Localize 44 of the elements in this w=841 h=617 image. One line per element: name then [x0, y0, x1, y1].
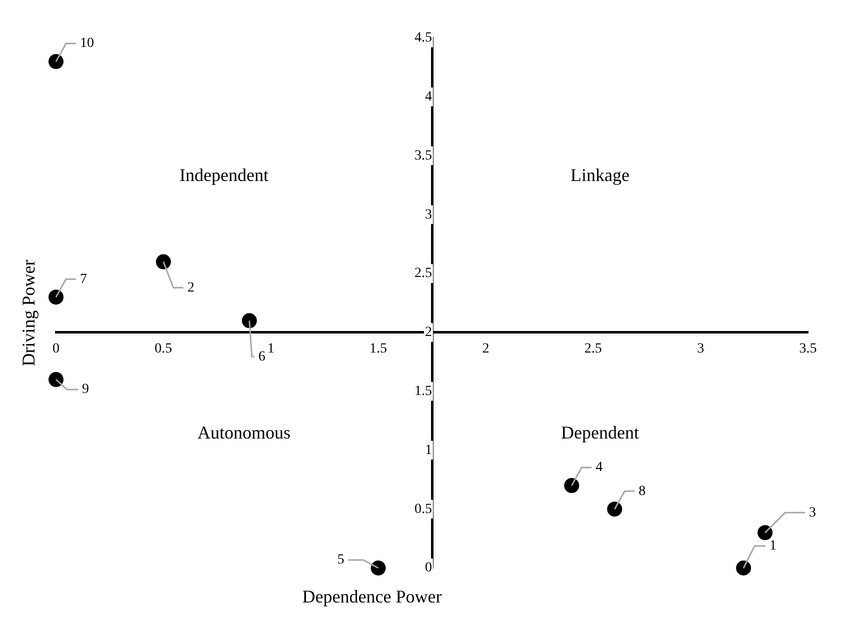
x-axis-title: Dependence Power — [302, 586, 442, 607]
series-label: 1 — [770, 538, 777, 554]
series-label: 7 — [80, 272, 87, 287]
x-tick-label: 3.5 — [799, 342, 817, 357]
point — [607, 502, 622, 517]
y-tick-label: 4 — [425, 90, 432, 105]
point — [48, 372, 64, 388]
x-tick-label: 1.5 — [370, 342, 388, 357]
series-label: 6 — [258, 349, 266, 364]
series-label: 9 — [82, 382, 89, 398]
annotation: Independent — [180, 165, 268, 186]
point — [564, 478, 580, 494]
y-tick-label: 3 — [425, 207, 432, 222]
series-label: 8 — [638, 484, 646, 499]
series-label: 4 — [596, 460, 603, 476]
y-tick-label: 3.5 — [414, 148, 432, 164]
y-axis-title: Driving Power — [18, 260, 39, 366]
y-tick-label: 2 — [425, 325, 432, 340]
series-label: 10 — [80, 36, 94, 52]
y-tick-label: 1.5 — [414, 384, 432, 400]
y-tick-label: 0.5 — [414, 502, 432, 517]
point — [370, 560, 386, 576]
x-tick-label: 0 — [52, 342, 60, 357]
x-tick-label: 0.5 — [154, 342, 172, 357]
y-tick-label: 0 — [425, 560, 432, 576]
point — [242, 313, 257, 328]
text: 3 — [809, 505, 816, 520]
y-tick-label: 1 — [425, 442, 432, 458]
y-tick-label: 4.5 — [414, 30, 432, 46]
series-label: 2 — [187, 280, 194, 296]
y-tick-label: 2.5 — [414, 266, 432, 282]
x-tick-label: 3 — [697, 342, 704, 357]
point — [758, 525, 773, 540]
annotation: Dependent — [561, 422, 639, 442]
annotation: Autonomous — [197, 422, 291, 442]
series-label: 5 — [337, 552, 344, 568]
annotation: Linkage — [570, 165, 630, 186]
point — [156, 254, 171, 270]
x-tick-label: 1 — [267, 342, 274, 357]
point — [48, 54, 64, 70]
x-tick-label: 2.5 — [584, 342, 602, 357]
x-tick-label: 2 — [482, 342, 490, 357]
point — [736, 560, 752, 576]
point — [48, 290, 64, 305]
